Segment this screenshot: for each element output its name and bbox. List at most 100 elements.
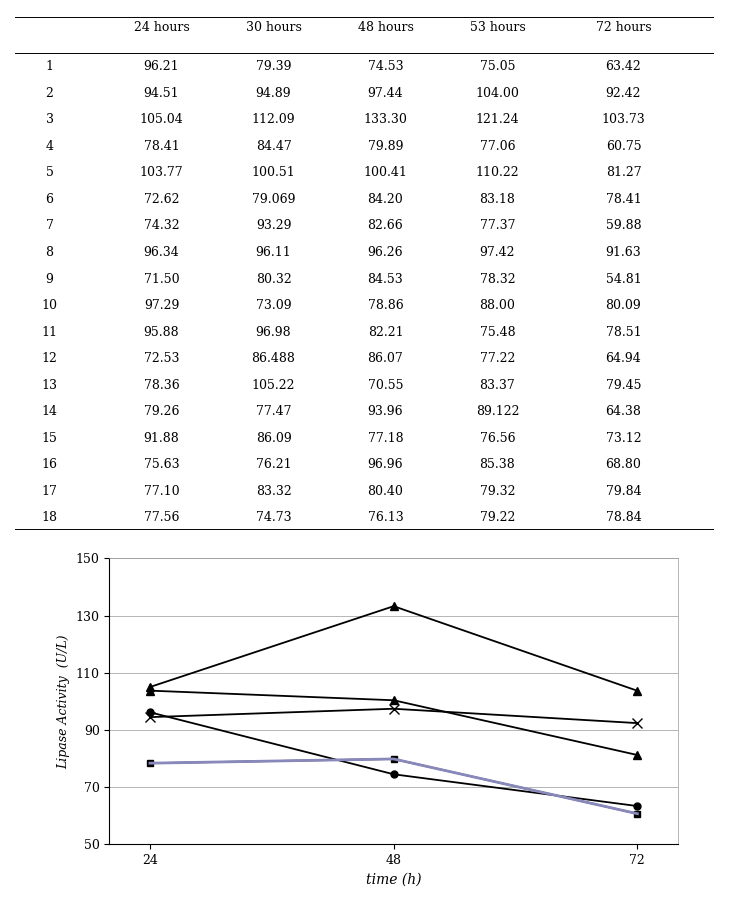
Text: 96.96: 96.96 bbox=[367, 459, 403, 471]
Text: 73.12: 73.12 bbox=[606, 432, 642, 445]
Text: 94.51: 94.51 bbox=[144, 87, 179, 100]
Text: 79.069: 79.069 bbox=[252, 192, 295, 206]
Text: 100.41: 100.41 bbox=[364, 166, 408, 180]
Text: 48 hours: 48 hours bbox=[357, 21, 413, 34]
Text: 84.20: 84.20 bbox=[367, 192, 403, 206]
Text: 94.89: 94.89 bbox=[256, 87, 292, 100]
Text: 104.00: 104.00 bbox=[475, 87, 519, 100]
Text: 91.88: 91.88 bbox=[144, 432, 179, 445]
Text: 78.51: 78.51 bbox=[606, 326, 642, 339]
Text: 82.21: 82.21 bbox=[367, 326, 403, 339]
Text: 85.38: 85.38 bbox=[480, 459, 515, 471]
Text: 74.73: 74.73 bbox=[256, 511, 292, 525]
Text: 12: 12 bbox=[42, 352, 58, 365]
Text: 77.22: 77.22 bbox=[480, 352, 515, 365]
Text: 59.88: 59.88 bbox=[606, 220, 642, 232]
X-axis label: time (h): time (h) bbox=[366, 873, 421, 887]
Text: 77.47: 77.47 bbox=[256, 405, 292, 419]
Text: 79.26: 79.26 bbox=[144, 405, 179, 419]
Text: 78.41: 78.41 bbox=[144, 140, 179, 153]
Text: 105.04: 105.04 bbox=[140, 114, 184, 126]
Text: 93.29: 93.29 bbox=[256, 220, 292, 232]
Text: 76.13: 76.13 bbox=[367, 511, 403, 525]
Text: 88.00: 88.00 bbox=[480, 299, 515, 312]
Text: 83.32: 83.32 bbox=[256, 485, 292, 498]
Text: 72 hours: 72 hours bbox=[596, 21, 651, 34]
Text: 1: 1 bbox=[46, 60, 53, 74]
Text: 10: 10 bbox=[42, 299, 58, 312]
Text: 86.07: 86.07 bbox=[367, 352, 403, 365]
Text: 96.11: 96.11 bbox=[256, 246, 292, 259]
Text: 75.48: 75.48 bbox=[480, 326, 515, 339]
Text: 77.10: 77.10 bbox=[144, 485, 179, 498]
Text: 83.18: 83.18 bbox=[480, 192, 515, 206]
Text: 105.22: 105.22 bbox=[252, 379, 295, 391]
Text: 3: 3 bbox=[46, 114, 53, 126]
Text: 77.06: 77.06 bbox=[480, 140, 515, 153]
Text: 15: 15 bbox=[42, 432, 58, 445]
Text: 80.09: 80.09 bbox=[606, 299, 642, 312]
Text: 80.32: 80.32 bbox=[256, 272, 292, 285]
Text: 95.88: 95.88 bbox=[144, 326, 179, 339]
Text: 74.32: 74.32 bbox=[144, 220, 179, 232]
Text: 79.32: 79.32 bbox=[480, 485, 515, 498]
Text: 97.44: 97.44 bbox=[367, 87, 403, 100]
Text: 79.39: 79.39 bbox=[256, 60, 292, 74]
Text: 80.40: 80.40 bbox=[367, 485, 403, 498]
Text: 112.09: 112.09 bbox=[252, 114, 295, 126]
Text: 72.53: 72.53 bbox=[144, 352, 179, 365]
Text: 92.42: 92.42 bbox=[606, 87, 642, 100]
Text: 110.22: 110.22 bbox=[475, 166, 519, 180]
Text: 13: 13 bbox=[42, 379, 58, 391]
Text: 96.98: 96.98 bbox=[256, 326, 292, 339]
Text: 78.84: 78.84 bbox=[606, 511, 642, 525]
Text: 79.84: 79.84 bbox=[606, 485, 642, 498]
Text: 133.30: 133.30 bbox=[364, 114, 408, 126]
Text: 76.56: 76.56 bbox=[480, 432, 515, 445]
Text: 72.62: 72.62 bbox=[144, 192, 179, 206]
Text: 97.42: 97.42 bbox=[480, 246, 515, 259]
Text: 86.09: 86.09 bbox=[256, 432, 292, 445]
Text: 84.53: 84.53 bbox=[367, 272, 403, 285]
Text: 11: 11 bbox=[42, 326, 58, 339]
Text: 30 hours: 30 hours bbox=[246, 21, 302, 34]
Text: 71.50: 71.50 bbox=[144, 272, 179, 285]
Text: 81.27: 81.27 bbox=[606, 166, 642, 180]
Text: 103.73: 103.73 bbox=[601, 114, 645, 126]
Y-axis label: Lipase Activity  (U/L): Lipase Activity (U/L) bbox=[57, 634, 70, 769]
Text: 78.32: 78.32 bbox=[480, 272, 515, 285]
Text: 64.38: 64.38 bbox=[606, 405, 642, 419]
Text: 54.81: 54.81 bbox=[606, 272, 642, 285]
Text: 79.22: 79.22 bbox=[480, 511, 515, 525]
Text: 100.51: 100.51 bbox=[252, 166, 295, 180]
Text: 53 hours: 53 hours bbox=[469, 21, 526, 34]
Text: 18: 18 bbox=[42, 511, 58, 525]
Text: 96.34: 96.34 bbox=[144, 246, 179, 259]
Text: 96.26: 96.26 bbox=[367, 246, 403, 259]
Text: 77.18: 77.18 bbox=[367, 432, 403, 445]
Text: 68.80: 68.80 bbox=[606, 459, 642, 471]
Text: 96.21: 96.21 bbox=[144, 60, 179, 74]
Text: 78.41: 78.41 bbox=[606, 192, 642, 206]
Text: 84.47: 84.47 bbox=[256, 140, 292, 153]
Text: 79.45: 79.45 bbox=[606, 379, 642, 391]
Text: 76.21: 76.21 bbox=[256, 459, 292, 471]
Text: 2: 2 bbox=[46, 87, 53, 100]
Text: 77.56: 77.56 bbox=[144, 511, 179, 525]
Text: 75.63: 75.63 bbox=[144, 459, 179, 471]
Text: 16: 16 bbox=[42, 459, 58, 471]
Text: 6: 6 bbox=[46, 192, 53, 206]
Text: 78.36: 78.36 bbox=[144, 379, 179, 391]
Text: 83.37: 83.37 bbox=[480, 379, 515, 391]
Text: 24 hours: 24 hours bbox=[133, 21, 190, 34]
Text: 70.55: 70.55 bbox=[367, 379, 403, 391]
Text: 74.53: 74.53 bbox=[367, 60, 403, 74]
Text: 5: 5 bbox=[46, 166, 53, 180]
Text: 64.94: 64.94 bbox=[606, 352, 642, 365]
Text: 8: 8 bbox=[46, 246, 53, 259]
Text: 73.09: 73.09 bbox=[256, 299, 292, 312]
Text: 7: 7 bbox=[46, 220, 53, 232]
Text: 121.24: 121.24 bbox=[475, 114, 519, 126]
Text: 82.66: 82.66 bbox=[367, 220, 403, 232]
Text: 89.122: 89.122 bbox=[476, 405, 519, 419]
